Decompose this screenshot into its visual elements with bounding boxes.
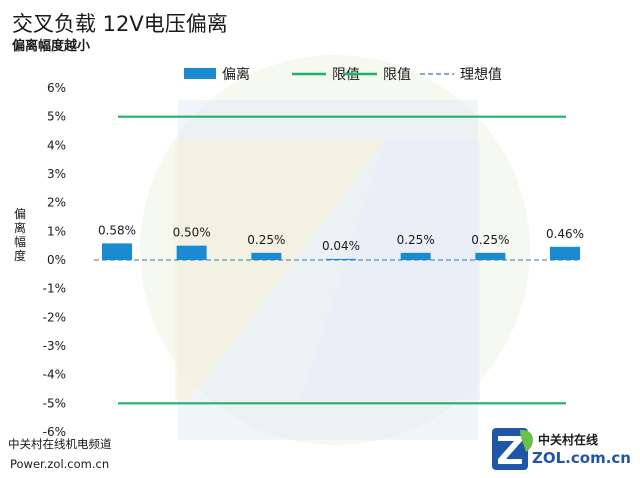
bar: [176, 245, 207, 260]
data-label: 0.04%: [322, 239, 360, 253]
y-tick-label: 5%: [47, 110, 66, 124]
data-labels: 0.58% 0.50% 0.25% 0.04% 0.25% 0.25% 0.46%: [98, 223, 584, 252]
bar: [326, 258, 356, 260]
y-tick-label: 3%: [47, 167, 66, 181]
bar: [251, 252, 282, 260]
data-label: 0.25%: [247, 233, 285, 247]
y-tick-label: 1%: [47, 224, 66, 238]
y-tick-label: -6%: [43, 425, 66, 439]
y-tick-label: 2%: [47, 196, 66, 210]
bar: [400, 252, 431, 260]
legend-label: 限值: [383, 67, 411, 83]
zol-logo: 中关村在线 ZOL.com.cn: [492, 428, 631, 470]
chart-title: 交叉负载 12V电压偏离: [12, 12, 228, 36]
zol-logo-z-icon: [498, 436, 522, 464]
y-tick-label: -2%: [43, 310, 66, 324]
bar: [102, 243, 132, 260]
legend-label: 理想值: [460, 67, 502, 83]
brand-name-cn: 中关村在线: [538, 432, 598, 447]
y-tick-label: 6%: [47, 81, 66, 95]
brand-name-en: ZOL.com.cn: [532, 449, 631, 467]
footer-channel: 中关村在线机电频道: [8, 437, 112, 451]
legend-label: 偏离: [222, 66, 250, 83]
legend: 偏离限值限值理想值: [184, 66, 502, 83]
legend-swatch: [184, 68, 216, 79]
zol-logo-leaf-icon: [520, 429, 534, 452]
chart-subtitle: 偏离幅度越小: [12, 38, 90, 54]
y-axis-label: 偏离幅度: [14, 206, 26, 263]
y-tick-label: -3%: [43, 339, 66, 353]
y-tick-label: -5%: [43, 396, 66, 410]
y-tick-label: 4%: [47, 138, 66, 152]
data-label: 0.50%: [173, 226, 211, 240]
watermark: [140, 55, 530, 445]
y-tick-label: -4%: [43, 368, 66, 382]
data-label: 0.46%: [546, 227, 584, 241]
bar: [475, 252, 506, 260]
bar: [550, 246, 580, 260]
data-label: 0.58%: [98, 223, 136, 237]
bars: [102, 243, 580, 260]
y-tick-label: -1%: [43, 282, 66, 296]
y-tick-label: 0%: [47, 253, 66, 267]
footer-url: Power.zol.com.cn: [10, 457, 109, 471]
y-ticks: 6% 5% 4% 3% 2% 1% 0% -1% -2% -3% -4% -5% -6%: [43, 81, 66, 439]
data-label: 0.25%: [471, 233, 509, 247]
data-label: 0.25%: [397, 233, 435, 247]
